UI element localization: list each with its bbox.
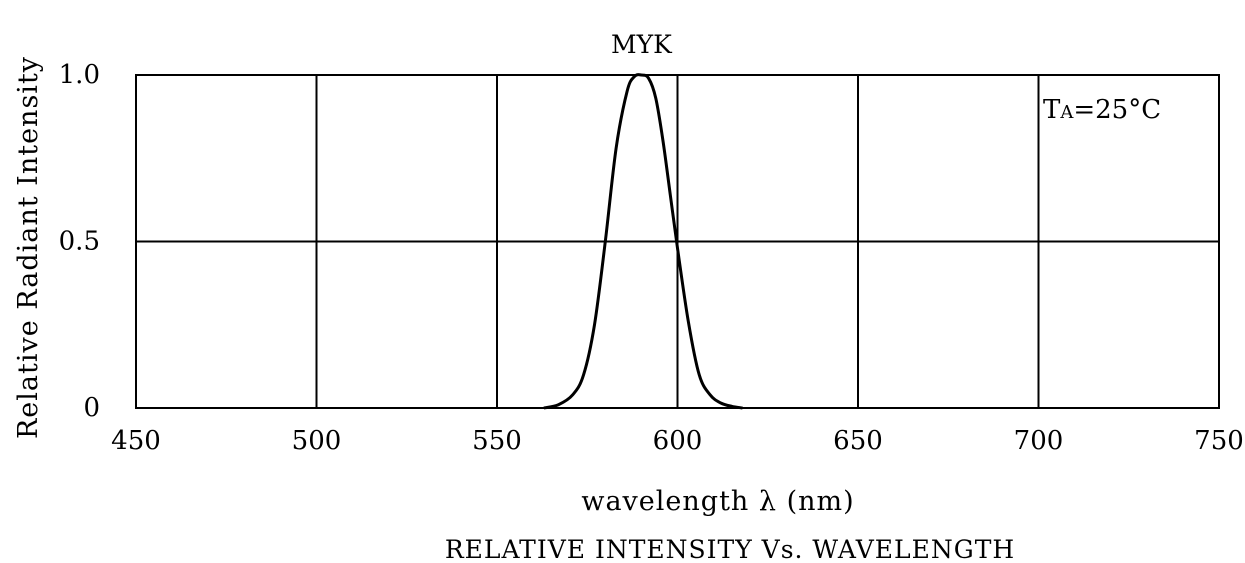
y-tick-labels: 0 0.5 1.0: [59, 60, 100, 423]
x-tick-label: 600: [653, 426, 703, 456]
plot-frame: [135, 74, 1220, 409]
y-tick-label: 0.5: [59, 227, 100, 257]
temperature-annotation: TA=25°C: [1043, 95, 1161, 125]
series-line-myk: [543, 73, 743, 410]
x-tick-label: 750: [1194, 426, 1244, 456]
x-tick-label: 650: [833, 426, 883, 456]
x-axis-label: wavelength λ (nm): [581, 486, 854, 517]
x-tick-label: 450: [111, 426, 161, 456]
x-tick-label: 500: [292, 426, 342, 456]
annotation-subscript: A: [1059, 102, 1074, 123]
x-tick-label: 550: [472, 426, 522, 456]
y-tick-label: 0: [83, 393, 100, 423]
y-tick-label: 1.0: [59, 60, 100, 90]
y-axis-label: Relative Radiant Intensity: [13, 56, 44, 439]
x-tick-label: 700: [1014, 426, 1064, 456]
x-tick-labels: 450 500 550 600 650 700 750: [111, 426, 1244, 456]
annotation-main: T: [1043, 95, 1061, 125]
series-label: MYK: [611, 30, 673, 59]
chart-title: RELATIVE INTENSITY Vs. WAVELENGTH: [445, 535, 1015, 563]
annotation-rest: =25°C: [1073, 95, 1161, 125]
